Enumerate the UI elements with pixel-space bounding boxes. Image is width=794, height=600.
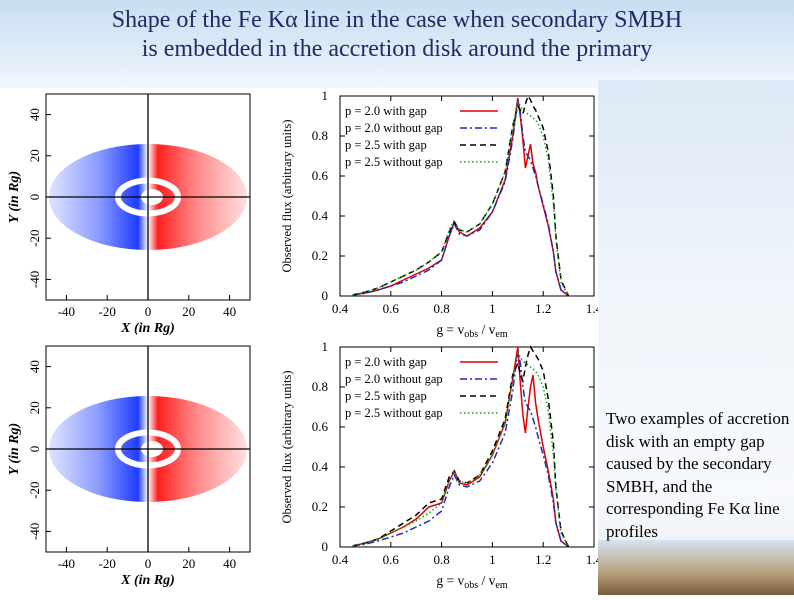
x-tick-label: 1.2	[535, 552, 551, 567]
x-tick-label: 1.4	[586, 301, 598, 316]
y-tick-label: 1	[322, 339, 329, 354]
x-tick-label: 1.4	[586, 552, 598, 567]
x-axis-label: g = vobs / vem	[436, 573, 507, 591]
x-tick-label: 1.2	[535, 301, 551, 316]
y-tick-label: 20	[27, 401, 42, 414]
y-tick-label: 0	[27, 446, 42, 453]
x-tick-label: 0.6	[383, 301, 400, 316]
x-tick-label: 1	[489, 301, 496, 316]
series-line-2	[352, 99, 570, 297]
x-tick-label: 40	[223, 556, 236, 571]
slide-caption: Two examples of accretion disk with an e…	[606, 409, 790, 541]
series-line-2	[352, 350, 570, 548]
y-axis-label: Observed flux (arbitrary units)	[280, 370, 294, 523]
slide-background-right	[598, 80, 794, 595]
x-tick-label: -40	[58, 304, 75, 319]
plot-frame	[339, 95, 595, 297]
y-tick-label: -40	[27, 523, 42, 540]
y-tick-label: 0	[322, 288, 329, 303]
disk-map-2: -40 -20 0 20 40 40 20 0 -20 -40 X (in Rg) Y (in Rg)	[7, 345, 251, 588]
y-tick-label: 40	[27, 108, 42, 121]
legend-label: p = 2.5 with gap	[345, 389, 427, 403]
x-tick-label: 0	[145, 304, 152, 319]
y-tick-label: 40	[27, 360, 42, 373]
x-axis-label-part: g = v	[436, 322, 464, 337]
legend-label: p = 2.5 with gap	[345, 138, 427, 152]
y-tick-label: 20	[27, 149, 42, 162]
y-tick-label: 0	[322, 539, 329, 554]
y-tick-label: -20	[27, 230, 42, 247]
x-axis-label-part: obs	[464, 580, 478, 591]
figure-panel: -40 -20 0 20 40 40 20 0 -20 -40 X (in Rg) Y (in Rg)…	[0, 88, 603, 595]
x-tick-label: -20	[99, 304, 116, 319]
legend-label: p = 2.0 without gap	[345, 121, 443, 135]
x-axis-label: X (in Rg)	[120, 573, 175, 588]
x-tick-label: 0.8	[433, 552, 449, 567]
line-profile-plot-1: 0.4 0.6 0.8 1 1.2 1.4 0 0.2 0.4 0.6 0.8 1 p = 2.0 wi…	[280, 88, 603, 340]
y-tick-label: 1	[322, 88, 329, 103]
x-axis-label-part: em	[495, 580, 507, 591]
series-line-4	[352, 350, 570, 548]
y-tick-label: -40	[27, 271, 42, 288]
x-tick-label: 0.4	[332, 301, 349, 316]
y-axis-label: Y (in Rg)	[7, 423, 22, 475]
legend-label: p = 2.5 without gap	[345, 406, 443, 420]
x-axis-label: X (in Rg)	[120, 321, 175, 336]
legend-label: p = 2.0 with gap	[345, 355, 427, 369]
y-tick-label: 0.4	[312, 459, 329, 474]
figure-svg: -40 -20 0 20 40 40 20 0 -20 -40 X (in Rg) Y (in Rg)…	[7, 88, 603, 591]
disk-map-1: -40 -20 0 20 40 40 20 0 -20 -40 X (in Rg) Y (in Rg)	[7, 93, 251, 336]
slide-background-top	[0, 0, 794, 90]
series-line-3	[352, 94, 570, 297]
slide-background-landscape	[598, 540, 794, 595]
x-tick-label: 1	[489, 552, 496, 567]
y-tick-label: 0.8	[312, 128, 328, 143]
x-tick-label: 0.4	[332, 552, 349, 567]
x-tick-label: -40	[58, 556, 75, 571]
legend-label: p = 2.5 without gap	[345, 155, 443, 169]
series-line-4	[352, 99, 570, 297]
line-profile-plot-2: 0.4 0.6 0.8 1 1.2 1.4 0 0.2 0.4 0.6 0.8 1 p = 2.0 wi…	[280, 339, 603, 591]
x-tick-label: 0.6	[383, 552, 400, 567]
y-axis-label: Y (in Rg)	[7, 171, 22, 223]
legend-label: p = 2.0 without gap	[345, 372, 443, 386]
x-tick-label: -20	[99, 556, 116, 571]
y-tick-label: 0.6	[312, 419, 329, 434]
y-tick-label: 0.4	[312, 208, 329, 223]
x-tick-label: 20	[182, 556, 195, 571]
x-tick-label: 20	[182, 304, 195, 319]
y-tick-label: 0.2	[312, 248, 328, 263]
legend-label: p = 2.0 with gap	[345, 104, 427, 118]
slide-title: Shape of the Fe Kα line in the case when…	[0, 6, 794, 64]
x-tick-label: 0	[145, 556, 152, 571]
x-axis-label-part: / v	[478, 573, 496, 588]
x-axis-label-part: em	[495, 329, 507, 340]
series-line-3	[352, 345, 570, 548]
y-tick-label: 0	[27, 194, 42, 201]
x-axis-label-part: obs	[464, 329, 478, 340]
x-tick-label: 0.8	[433, 301, 449, 316]
title-line-2: is embedded in the accretion disk around…	[141, 36, 653, 62]
x-axis-label: g = vobs / vem	[436, 322, 507, 340]
plot-frame	[339, 346, 595, 548]
title-line-1: Shape of the Fe Kα line in the case when…	[111, 7, 683, 33]
x-axis-label-part: g = v	[436, 573, 464, 588]
y-tick-label: 0.8	[312, 379, 328, 394]
series-line-1	[352, 346, 570, 548]
y-axis-label: Observed flux (arbitrary units)	[280, 119, 294, 272]
x-axis-label-part: / v	[478, 322, 496, 337]
y-tick-label: 0.6	[312, 168, 329, 183]
y-tick-label: 0.2	[312, 499, 328, 514]
x-tick-label: 40	[223, 304, 236, 319]
y-tick-label: -20	[27, 482, 42, 499]
